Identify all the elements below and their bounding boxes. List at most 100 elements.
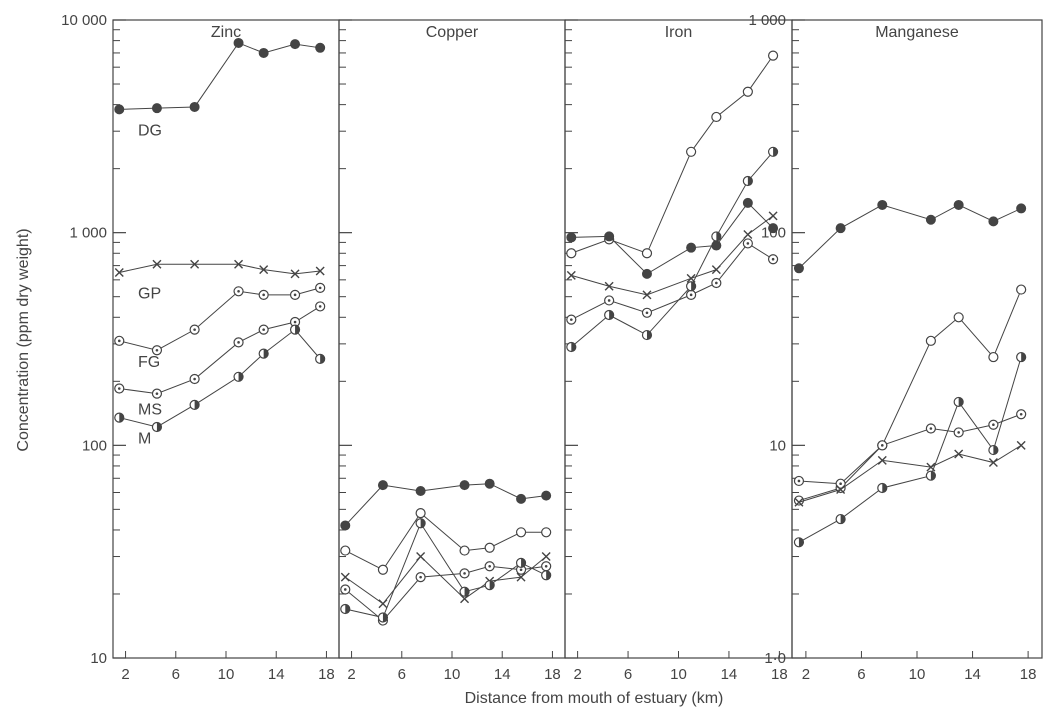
y-tick-label: 10 <box>90 650 107 667</box>
data-point <box>742 175 753 187</box>
data-point <box>604 309 615 321</box>
x-tick-label: 18 <box>318 666 335 683</box>
data-point <box>459 545 470 556</box>
data-point <box>835 223 846 234</box>
data-point <box>604 295 615 306</box>
data-point <box>877 455 887 465</box>
data-point <box>641 329 653 341</box>
data-point <box>541 552 551 562</box>
data-point <box>258 289 269 300</box>
data-point <box>189 373 200 385</box>
series-ms <box>793 284 1027 506</box>
data-point <box>460 594 470 604</box>
data-point <box>794 497 804 507</box>
series-label: GP <box>138 285 161 302</box>
data-point <box>484 542 495 553</box>
data-point <box>768 223 779 234</box>
data-point <box>566 270 576 280</box>
data-point <box>742 238 753 249</box>
data-point <box>459 586 470 597</box>
data-point <box>742 197 753 208</box>
x-axis-label: Distance from mouth of estuary (km) <box>465 690 724 707</box>
series-line <box>798 204 1022 269</box>
data-point <box>641 307 653 318</box>
x-tick-label: 2 <box>347 666 355 683</box>
data-point <box>114 383 125 394</box>
data-point <box>415 572 426 583</box>
series-label: DG <box>138 122 162 139</box>
data-point <box>151 103 162 114</box>
series-line <box>798 444 1022 503</box>
x-tick-label: 2 <box>573 666 581 683</box>
data-point <box>151 388 163 399</box>
data-point <box>258 324 269 335</box>
panel-title: Zinc <box>211 24 241 41</box>
data-point <box>686 289 697 300</box>
y-tick-label: 1 000 <box>748 12 786 29</box>
data-point <box>114 335 125 346</box>
x-tick-label: 14 <box>494 666 511 683</box>
data-point <box>340 584 351 595</box>
series-gp <box>566 211 778 300</box>
panel-title: Manganese <box>875 24 959 41</box>
x-tick-label: 6 <box>172 666 180 683</box>
data-point <box>767 146 779 157</box>
series-gp: GP <box>114 259 325 302</box>
data-point <box>340 603 351 615</box>
x-tick-label: 18 <box>1020 666 1037 683</box>
data-point <box>793 263 804 274</box>
data-point <box>290 269 300 279</box>
data-point <box>233 37 244 48</box>
data-point <box>152 259 162 269</box>
data-point <box>484 561 495 572</box>
data-point <box>258 348 269 359</box>
panel-frame <box>564 19 793 659</box>
series-m <box>566 146 779 353</box>
panel-frame <box>791 19 1043 659</box>
data-point <box>114 412 125 423</box>
data-point <box>767 254 779 265</box>
x-tick-label: 2 <box>121 666 129 683</box>
data-point <box>416 552 426 562</box>
panel-zinc: 10 100 1 000 10 000 2 6 10 14 18 Zinc DG GP FG MS M <box>61 12 340 683</box>
data-point <box>415 485 426 496</box>
panel-frame <box>338 19 566 659</box>
data-point <box>151 421 163 433</box>
series-ms: MS <box>114 301 326 419</box>
x-tick-label: 6 <box>398 666 406 683</box>
data-point <box>541 570 552 581</box>
data-point <box>541 490 552 501</box>
x-tick-label: 10 <box>444 666 461 683</box>
data-point <box>835 513 846 525</box>
series-line <box>119 42 321 110</box>
data-point <box>541 527 552 538</box>
data-point <box>516 493 527 504</box>
series-gp <box>794 440 1026 507</box>
data-point <box>1016 284 1027 295</box>
panel-manganese: 1·0 10 100 1 000 2 6 10 14 18 Manganese <box>748 12 1043 683</box>
y-tick-label: 1 000 <box>69 225 107 242</box>
data-point <box>189 324 200 335</box>
data-point <box>988 458 998 468</box>
data-point <box>711 231 722 242</box>
data-point <box>259 265 269 275</box>
data-point <box>377 480 388 491</box>
series-dg <box>340 478 552 531</box>
panel-iron: 2 6 10 14 18 Iron <box>564 19 793 683</box>
data-point <box>151 345 163 356</box>
data-point <box>515 527 527 538</box>
y-tick-label: 10 <box>769 437 786 454</box>
data-point <box>877 482 888 494</box>
data-point <box>988 216 999 227</box>
data-point <box>711 277 722 289</box>
data-point <box>988 351 999 363</box>
x-tick-label: 10 <box>909 666 926 683</box>
data-point <box>415 518 426 529</box>
x-tick-label: 6 <box>624 666 632 683</box>
data-point <box>877 199 888 210</box>
data-point <box>289 324 301 335</box>
data-point <box>742 86 753 97</box>
series-line <box>798 413 1022 485</box>
panel-frame <box>112 19 340 659</box>
data-point <box>566 248 577 259</box>
